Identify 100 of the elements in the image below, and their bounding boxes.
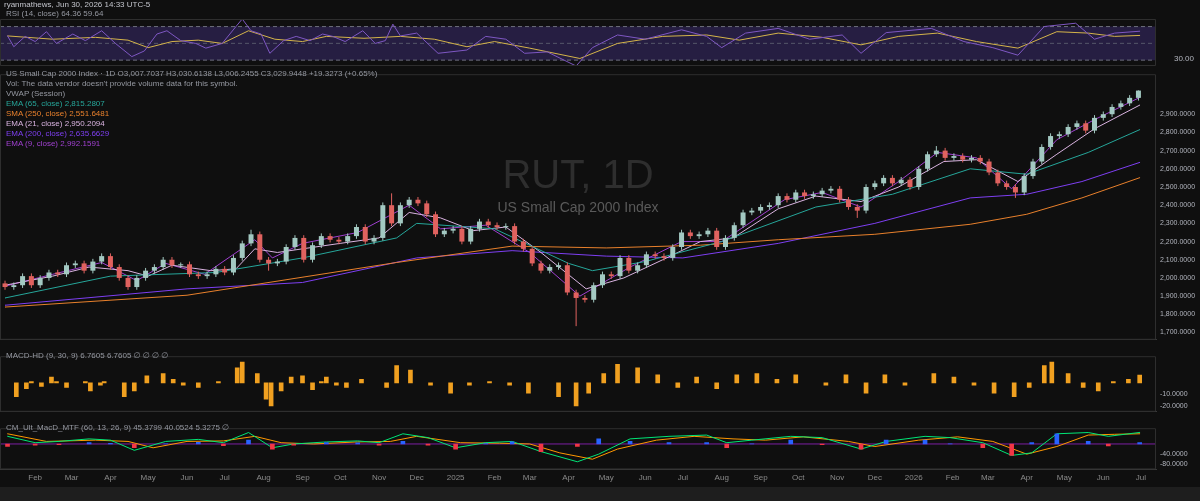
x-tick-label: Mar — [522, 473, 537, 483]
x-tick-label: May — [1056, 473, 1072, 483]
candlestick — [661, 252, 667, 262]
candlestick — [169, 256, 175, 269]
x-tick-label: Mar — [64, 473, 79, 483]
bar — [1009, 443, 1014, 456]
x-tick-label: Aug — [256, 473, 271, 483]
candlestick — [362, 223, 368, 245]
x-tick-label: Jun — [638, 473, 652, 483]
bar — [1085, 441, 1091, 445]
text: ryanmathews, Jun 30, 2026 14:33 UTC-5 — [4, 0, 151, 10]
bar — [724, 443, 730, 449]
bar — [1080, 382, 1086, 388]
bar — [408, 369, 413, 384]
bar — [1126, 379, 1131, 384]
bar — [615, 363, 620, 384]
bar — [254, 373, 260, 384]
text: EMA (200, close) 2,635.6629 — [6, 129, 111, 139]
annotation: US Small Cap 2000 Index · 1D O3,007.7037 H3,030.6138 L3,006.2455 C3,029.9448 +19.3273 (+0.65%) — [6, 69, 378, 79]
text: SMA (250, close) 2,551.6481 — [6, 109, 111, 119]
bar — [195, 442, 201, 445]
x-tick-label: Apr — [104, 473, 118, 483]
candlestick — [336, 236, 342, 245]
bar — [1049, 361, 1055, 384]
bar — [24, 382, 29, 389]
bar — [88, 382, 93, 392]
candlestick — [591, 282, 597, 304]
bar — [121, 382, 127, 398]
bar — [64, 382, 69, 388]
bar — [239, 361, 245, 384]
candlestick — [1109, 103, 1115, 118]
candlestick — [239, 240, 245, 262]
candlestick — [863, 183, 869, 214]
x-tick-label: Nov — [371, 473, 387, 483]
candlestick — [204, 271, 210, 280]
text: EMA (21, close) 2,950.2094 — [6, 119, 106, 129]
candlestick — [1030, 158, 1036, 180]
candlestick — [494, 221, 500, 231]
bar — [310, 382, 315, 391]
bar — [694, 376, 699, 384]
candlestick — [529, 245, 535, 267]
candlestick — [301, 234, 307, 263]
candlestick — [1118, 100, 1124, 111]
bar — [195, 382, 201, 388]
chart-title: RSI (14, close) 64.36 59.64 — [6, 9, 104, 19]
x-tick-label: Aug — [714, 473, 729, 483]
candlestick — [784, 192, 790, 203]
x-tick-label: Feb — [945, 473, 961, 483]
candlestick — [617, 254, 623, 280]
candlestick — [178, 261, 184, 269]
bar — [170, 379, 176, 384]
bar — [394, 365, 399, 384]
x-tick-label: Mar — [980, 473, 996, 483]
candlestick — [459, 225, 465, 245]
x-tick-label: Jul — [677, 473, 689, 483]
candlestick — [731, 221, 737, 242]
bar — [288, 376, 294, 384]
x-tick-label: Sep — [295, 473, 311, 483]
x-tick-label: Sep — [753, 473, 769, 483]
x-tick-label: Feb — [487, 473, 502, 483]
x-tick-label: May — [598, 473, 614, 483]
x-tick-label: Jul — [219, 473, 231, 483]
bar — [980, 443, 986, 449]
bar — [160, 373, 166, 384]
bar — [300, 375, 305, 384]
bar — [526, 382, 531, 394]
bar — [344, 382, 349, 388]
candlestick — [573, 289, 579, 327]
bar — [453, 443, 458, 450]
candlestick — [230, 254, 236, 276]
x-tick-label: Apr — [1020, 473, 1034, 483]
candlestick — [1065, 123, 1071, 138]
x-tick-label: Jun — [180, 473, 194, 483]
x-tick-label: Oct — [792, 473, 806, 483]
candlestick — [916, 165, 922, 191]
x-tick-label: Dec — [409, 473, 424, 483]
candlestick — [714, 227, 720, 251]
candlestick — [1021, 172, 1027, 196]
bar — [13, 382, 19, 398]
candlestick — [433, 211, 439, 238]
bar — [714, 382, 720, 389]
candlestick — [2, 280, 8, 291]
candlestick — [925, 151, 931, 173]
text: EMA (9, close) 2,992.1591 — [6, 139, 102, 149]
candlestick — [1039, 143, 1045, 165]
bar — [793, 374, 799, 384]
bar — [359, 379, 364, 384]
candlestick — [450, 225, 456, 234]
candlestick — [582, 294, 588, 304]
bar — [1041, 365, 1047, 384]
candlestick — [468, 225, 474, 245]
bar — [270, 443, 275, 450]
annotation: VWAP (Session) — [6, 89, 67, 99]
candlestick — [283, 243, 289, 265]
bar — [556, 382, 561, 398]
bar — [655, 374, 661, 384]
chart-title: MACD-HD (9, 30, 9) 6.7605 6.7605 ∅ ∅ ∅ ∅ — [6, 351, 169, 361]
bar — [601, 373, 607, 384]
bar — [221, 443, 226, 447]
candlestick — [951, 152, 957, 162]
